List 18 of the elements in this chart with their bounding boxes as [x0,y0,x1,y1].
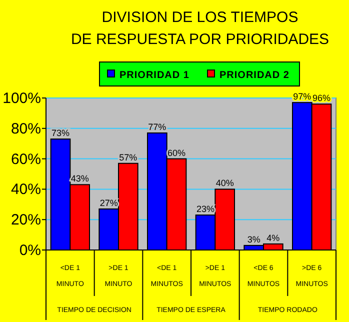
data-label: 96% [312,93,331,104]
data-label: 27% [100,198,118,208]
legend-label: PRIORIDAD 1 [120,70,190,81]
data-label: 40% [216,178,234,188]
y-tick-label: 100% [2,90,41,107]
y-tick-label: 40% [10,181,41,198]
legend-label: PRIORIDAD 2 [220,70,290,81]
y-tick-label: 0% [19,242,41,259]
data-label: 43% [70,174,89,184]
y-tick-label: 80% [10,120,41,138]
chart-title: DIVISION DE LOS TIEMPOS DE RESPUESTA POR PRIORIDADES [70,9,330,48]
data-label: 4% [266,232,280,243]
y-tick-label: 60% [10,150,41,168]
data-label: 73% [51,128,70,138]
data-label: 60% [167,148,186,158]
y-tick-label: 20% [10,212,41,229]
data-label: 3% [247,234,260,244]
data-label: 23% [196,204,215,214]
